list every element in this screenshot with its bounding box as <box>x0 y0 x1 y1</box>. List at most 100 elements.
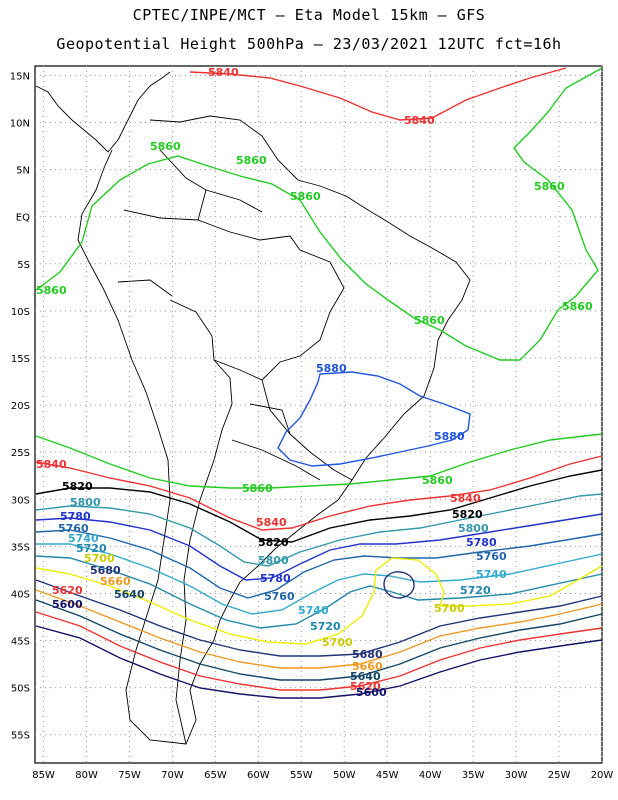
contour-5840 <box>35 455 603 531</box>
contour-label: 5600 <box>52 598 83 611</box>
contour-label: 5760 <box>476 550 507 563</box>
contour-label: 5840 <box>404 114 435 127</box>
contour-5820 <box>35 469 603 543</box>
contour-label: 5860 <box>36 284 67 297</box>
lon-tick-label: 60W <box>247 770 270 781</box>
map-title-line2: Geopotential Height 500hPa – 23/03/2021 … <box>56 35 562 53</box>
contour-label: 5860 <box>150 140 181 153</box>
contour-label: 5860 <box>242 482 273 495</box>
contour-label: 5700 <box>322 636 353 649</box>
lon-tick-label: 30W <box>505 770 528 781</box>
contour-label: 5760 <box>58 522 89 535</box>
lon-tick-label: 55W <box>290 770 313 781</box>
andes-border <box>169 299 233 745</box>
contour-label: 5700 <box>434 602 465 615</box>
lon-tick-label: 50W <box>333 770 356 781</box>
caribbean-coast <box>149 115 299 181</box>
lon-tick-label: 35W <box>462 770 485 781</box>
argentina-border <box>231 439 321 481</box>
contour-5780 <box>35 513 603 581</box>
map-axis-ticks: 15N 10N 5N EQ 5S 10S 15S 20S 25S 30S 35S 40S 45S 50S 5… <box>10 71 614 781</box>
contour-label: 5780 <box>260 572 291 585</box>
contour-label: 5600 <box>356 686 387 699</box>
contour-5720 <box>35 555 603 629</box>
contour-label: 5820 <box>62 480 93 493</box>
contour-label: 5820 <box>452 508 483 521</box>
contour-label: 5800 <box>258 554 289 567</box>
contour-label: 5780 <box>466 536 497 549</box>
contour-5640 <box>35 599 603 681</box>
lat-tick-label: 35S <box>11 542 30 553</box>
lat-tick-label: 30S <box>11 495 30 506</box>
contour-5680 <box>35 579 603 657</box>
lon-tick-label: 70W <box>161 770 184 781</box>
venezuela-border <box>159 149 263 213</box>
peru-border <box>117 279 173 297</box>
lat-tick-label: EQ <box>16 213 30 224</box>
contour-lines <box>35 67 603 699</box>
contour-label: 5780 <box>60 510 91 523</box>
contour-label: 5860 <box>562 300 593 313</box>
lat-tick-label: 20S <box>11 401 30 412</box>
contour-label: 5840 <box>208 66 239 79</box>
contour-label: 5640 <box>114 588 145 601</box>
lat-tick-label: 5S <box>17 260 30 271</box>
contour-label: 5680 <box>352 648 383 661</box>
contour-label: 5880 <box>316 362 347 375</box>
contour-label: 5660 <box>100 575 131 588</box>
contour-5620 <box>35 611 603 691</box>
lat-tick-label: 55S <box>11 731 30 742</box>
contour-5860-mid <box>35 433 603 489</box>
contour-label: 5620 <box>350 680 381 693</box>
contour-5700 <box>35 557 603 645</box>
contour-label: 5720 <box>460 584 491 597</box>
contour-label: 5760 <box>264 590 295 603</box>
lat-tick-label: 40S <box>11 589 30 600</box>
contour-label: 5720 <box>310 620 341 633</box>
lat-tick-label: 15S <box>11 354 30 365</box>
contour-label: 5840 <box>450 492 481 505</box>
contour-5880-north <box>35 67 603 361</box>
lat-tick-label: 45S <box>11 637 30 648</box>
contour-5740 <box>36 543 603 615</box>
contour-5880-blue <box>277 371 471 467</box>
bolivia-border <box>213 359 263 381</box>
lon-tick-label: 40W <box>419 770 442 781</box>
lat-tick-label: 5N <box>16 166 30 177</box>
contour-label: 5620 <box>52 584 83 597</box>
colombia-border <box>123 189 207 221</box>
lat-tick-label: 25S <box>11 448 30 459</box>
lat-tick-label: 50S <box>11 684 30 695</box>
contour-label: 5680 <box>90 564 121 577</box>
contour-label: 5800 <box>70 496 101 509</box>
south-america-coast <box>77 149 471 745</box>
contour-label: 5860 <box>414 314 445 327</box>
lat-tick-label: 15N <box>10 71 30 82</box>
contour-5660 <box>35 589 603 669</box>
map-title-line1: CPTEC/INPE/MCT – Eta Model 15km – GFS <box>132 6 486 24</box>
contour-5840-north <box>189 67 567 121</box>
contour-label: 5840 <box>256 516 287 529</box>
contour-label: 5700 <box>84 552 115 565</box>
contour-5800 <box>35 493 603 567</box>
contour-5600 <box>35 625 603 699</box>
lon-tick-label: 45W <box>376 770 399 781</box>
map-frame <box>34 65 603 764</box>
contour-label: 5860 <box>422 474 453 487</box>
contour-label: 5740 <box>68 532 99 545</box>
lon-tick-label: 85W <box>32 770 55 781</box>
lat-tick-label: 10S <box>11 307 30 318</box>
lon-tick-label: 75W <box>118 770 141 781</box>
lon-tick-label: 65W <box>204 770 227 781</box>
contour-label: 5880 <box>434 430 465 443</box>
paraguay-border <box>249 403 291 435</box>
brazil-border <box>197 219 353 481</box>
lat-tick-label: 10N <box>10 119 30 130</box>
contour-label: 5740 <box>476 568 507 581</box>
contour-label: 5720 <box>76 542 107 555</box>
lon-tick-label: 80W <box>75 770 98 781</box>
contour-5680-closed <box>383 571 415 599</box>
contour-label: 5860 <box>534 180 565 193</box>
contour-label: 5840 <box>36 458 67 471</box>
